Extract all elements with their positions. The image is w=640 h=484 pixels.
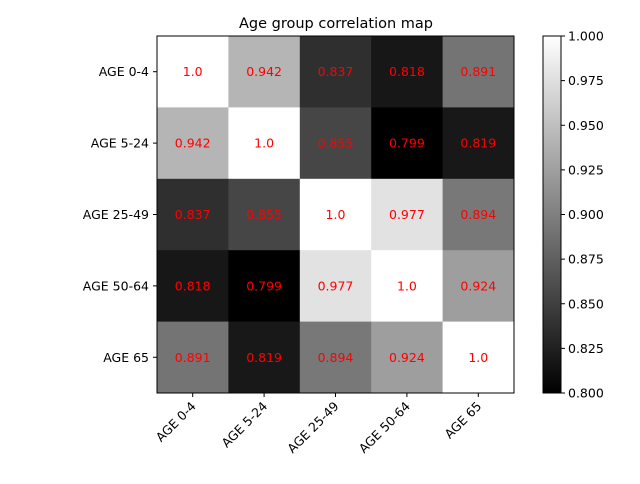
heatmap-cell	[299, 36, 372, 108]
heatmap-cell	[299, 178, 372, 251]
heatmap-cell	[299, 321, 372, 394]
heatmap-cell	[371, 178, 444, 251]
heatmap-cell	[442, 107, 515, 180]
heatmap-cell	[228, 321, 301, 394]
heatmap-cell	[299, 250, 372, 323]
colorbar-tick-label: 0.875	[568, 252, 604, 267]
y-axis: AGE 0-4 AGE 5-24 AGE 25-49 AGE 50-64 AGE 65	[83, 64, 157, 365]
colorbar-tick-label: 0.925	[568, 162, 604, 177]
cell-value-label: 0.891	[460, 64, 496, 79]
x-tick-label: AGE 50-64	[356, 398, 413, 455]
colorbar-tick-label: 0.975	[568, 73, 604, 88]
cell-value-label: 0.977	[389, 207, 425, 222]
heatmap-cell	[371, 321, 444, 394]
y-tick-label: AGE 5-24	[91, 136, 149, 151]
cell-value-label: 0.924	[460, 278, 496, 293]
cell-value-label: 0.855	[318, 136, 354, 151]
colorbar-tick-label: 0.800	[568, 386, 604, 401]
cell-value-label: 0.894	[318, 350, 354, 365]
cell-value-label: 0.894	[460, 207, 496, 222]
cell-value-label: 0.818	[175, 278, 211, 293]
heatmap-cell	[442, 178, 515, 251]
colorbar-tick-label: 0.825	[568, 341, 604, 356]
cell-value-label: 0.924	[389, 350, 425, 365]
x-tick-label: AGE 25-49	[284, 398, 341, 455]
cell-value-label: 0.837	[318, 64, 354, 79]
cell-value-label: 0.942	[175, 136, 211, 151]
heatmap-cell	[228, 250, 301, 323]
heatmap-cell	[228, 36, 301, 108]
heatmap-cell	[228, 107, 301, 180]
heatmap-cell	[228, 178, 301, 251]
x-tick-label: AGE 65	[441, 399, 484, 442]
x-axis: AGE 0-4 AGE 5-24 AGE 25-49 AGE 50-64 AGE 65	[153, 393, 484, 456]
heatmap-cell	[371, 36, 444, 108]
cell-value-label: 0.891	[175, 350, 211, 365]
colorbar-tick-label: 0.850	[568, 296, 604, 311]
cell-value-label: 0.855	[246, 207, 282, 222]
cell-value-label: 0.799	[389, 136, 425, 151]
heatmap-annotations: 1.0 0.942 0.837 0.818 0.891 0.942 1.0 0.855 0.79…	[175, 64, 496, 365]
cell-value-label: 1.0	[397, 278, 417, 293]
cell-value-label: 0.942	[246, 64, 282, 79]
colorbar: 0.800 0.825 0.850 0.875 0.900 0.925 0.950 0.975…	[542, 29, 604, 401]
x-tick-label: AGE 5-24	[218, 398, 270, 450]
cell-value-label: 1.0	[326, 207, 346, 222]
heatmap-cell	[299, 107, 372, 180]
cell-value-label: 1.0	[468, 350, 488, 365]
cell-value-label: 1.0	[254, 136, 274, 151]
cell-value-label: 0.819	[246, 350, 282, 365]
cell-value-label: 0.818	[389, 64, 425, 79]
heatmap-cell	[157, 178, 229, 251]
heatmap-cell	[157, 321, 229, 394]
colorbar-tick-label: 0.950	[568, 118, 604, 133]
cell-value-label: 0.799	[246, 278, 282, 293]
heatmap-cell	[442, 36, 515, 108]
colorbar-tick-label: 1.000	[568, 29, 604, 44]
y-tick-label: AGE 50-64	[83, 278, 149, 293]
y-tick-label: AGE 65	[103, 350, 149, 365]
y-tick-label: AGE 25-49	[83, 207, 149, 222]
heatmap-cell	[442, 250, 515, 323]
x-tick-label: AGE 0-4	[153, 398, 199, 444]
cell-value-label: 0.977	[318, 278, 354, 293]
cell-value-label: 1.0	[183, 64, 203, 79]
heatmap-cell	[442, 321, 515, 394]
y-tick-label: AGE 0-4	[99, 64, 149, 79]
colorbar-ticks: 0.800 0.825 0.850 0.875 0.900 0.925 0.950 0.975…	[561, 29, 604, 401]
heatmap-cells	[157, 36, 515, 394]
heatmap-cell	[157, 107, 229, 180]
heatmap-cell	[371, 107, 444, 180]
colorbar-tick-label: 0.900	[568, 207, 604, 222]
colorbar-gradient	[543, 36, 561, 393]
heatmap-cell	[371, 250, 444, 323]
chart-title: Age group correlation map	[239, 16, 433, 32]
cell-value-label: 0.837	[175, 207, 211, 222]
cell-value-label: 0.819	[460, 136, 496, 151]
heatmap-cell	[157, 36, 229, 108]
heatmap-cell	[157, 250, 229, 323]
